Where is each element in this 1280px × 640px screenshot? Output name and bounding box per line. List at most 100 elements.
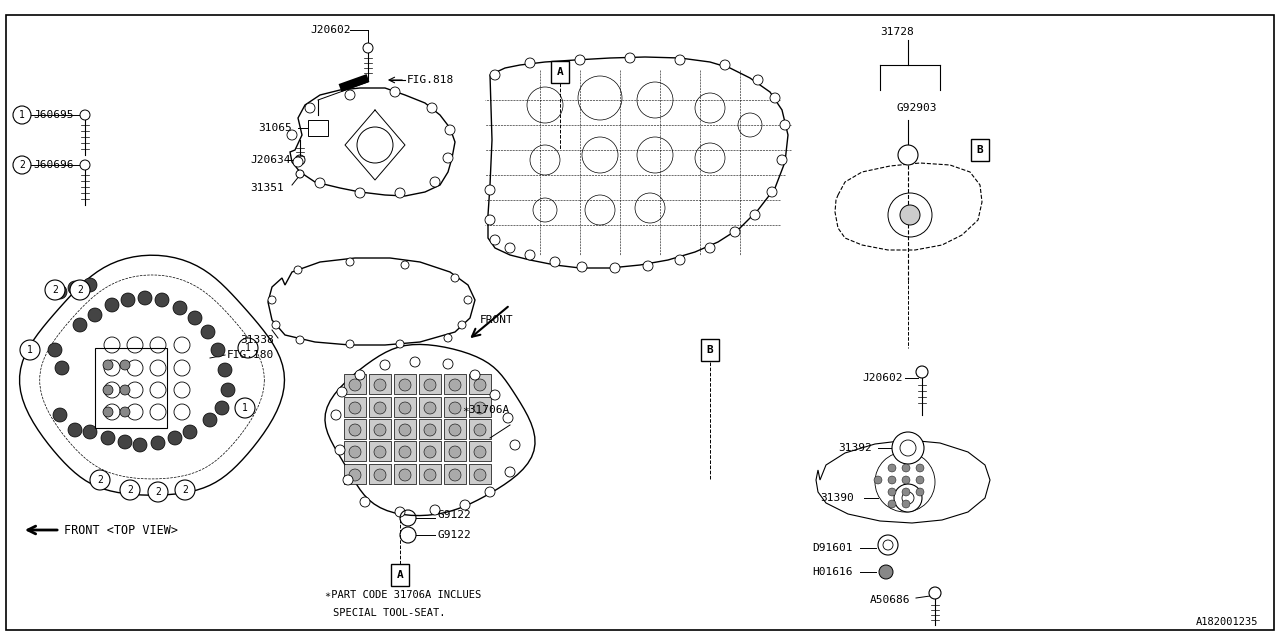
- Text: 31065: 31065: [259, 123, 292, 133]
- Bar: [444, 374, 466, 394]
- Circle shape: [183, 425, 197, 439]
- Polygon shape: [325, 344, 535, 516]
- Circle shape: [888, 500, 896, 508]
- Circle shape: [374, 379, 387, 391]
- Text: G9122: G9122: [436, 530, 471, 540]
- Circle shape: [151, 436, 165, 450]
- Bar: [344, 464, 366, 484]
- Circle shape: [424, 424, 436, 436]
- Circle shape: [449, 402, 461, 414]
- Circle shape: [268, 296, 276, 304]
- Circle shape: [13, 106, 31, 124]
- Circle shape: [168, 431, 182, 445]
- Circle shape: [899, 145, 918, 165]
- Circle shape: [120, 360, 131, 370]
- Bar: [369, 441, 390, 461]
- Circle shape: [474, 424, 486, 436]
- Text: FRONT: FRONT: [480, 315, 513, 325]
- Circle shape: [892, 432, 924, 464]
- Circle shape: [360, 497, 370, 507]
- Circle shape: [470, 370, 480, 380]
- Circle shape: [346, 258, 355, 266]
- Circle shape: [138, 291, 152, 305]
- Circle shape: [577, 262, 588, 272]
- Circle shape: [443, 359, 453, 369]
- Circle shape: [675, 55, 685, 65]
- Circle shape: [70, 280, 90, 300]
- Circle shape: [777, 155, 787, 165]
- Text: A50686: A50686: [870, 595, 910, 605]
- Circle shape: [525, 58, 535, 68]
- Circle shape: [424, 446, 436, 458]
- Polygon shape: [19, 255, 284, 495]
- Circle shape: [55, 361, 69, 375]
- Circle shape: [625, 53, 635, 63]
- Circle shape: [902, 464, 910, 472]
- Text: ∗31706A: ∗31706A: [462, 405, 509, 415]
- Circle shape: [337, 387, 347, 397]
- Circle shape: [238, 338, 259, 358]
- Bar: [419, 397, 442, 417]
- Circle shape: [643, 261, 653, 271]
- Circle shape: [916, 366, 928, 378]
- Circle shape: [451, 274, 460, 282]
- Circle shape: [332, 410, 340, 420]
- Circle shape: [399, 379, 411, 391]
- Circle shape: [118, 435, 132, 449]
- Bar: [394, 397, 416, 417]
- Text: 31390: 31390: [820, 493, 854, 503]
- Circle shape: [445, 125, 454, 135]
- Bar: [444, 464, 466, 484]
- Circle shape: [13, 156, 31, 174]
- Text: 2: 2: [155, 487, 161, 497]
- Circle shape: [396, 507, 404, 517]
- Circle shape: [396, 188, 404, 198]
- Bar: [394, 419, 416, 439]
- Circle shape: [374, 446, 387, 458]
- Circle shape: [474, 402, 486, 414]
- Circle shape: [335, 445, 346, 455]
- Circle shape: [430, 505, 440, 515]
- Text: D91601: D91601: [812, 543, 852, 553]
- Circle shape: [900, 205, 920, 225]
- Polygon shape: [835, 163, 982, 250]
- Circle shape: [148, 482, 168, 502]
- Circle shape: [204, 413, 218, 427]
- Bar: [369, 397, 390, 417]
- Circle shape: [893, 484, 922, 512]
- Circle shape: [753, 75, 763, 85]
- Circle shape: [305, 103, 315, 113]
- Circle shape: [355, 370, 365, 380]
- Circle shape: [428, 103, 436, 113]
- Circle shape: [175, 480, 195, 500]
- Bar: [394, 464, 416, 484]
- Circle shape: [52, 285, 67, 299]
- Circle shape: [902, 476, 910, 484]
- Circle shape: [273, 321, 280, 329]
- Circle shape: [293, 157, 303, 167]
- Circle shape: [374, 469, 387, 481]
- Circle shape: [916, 464, 924, 472]
- Circle shape: [474, 469, 486, 481]
- Circle shape: [218, 363, 232, 377]
- Circle shape: [343, 475, 353, 485]
- Bar: [550, 61, 570, 83]
- Circle shape: [88, 308, 102, 322]
- Circle shape: [424, 379, 436, 391]
- Text: ∗PART CODE 31706A INCLUES: ∗PART CODE 31706A INCLUES: [325, 590, 481, 600]
- Text: 31338: 31338: [241, 335, 274, 345]
- Circle shape: [780, 120, 790, 130]
- Circle shape: [750, 210, 760, 220]
- Circle shape: [52, 408, 67, 422]
- Circle shape: [916, 488, 924, 496]
- Bar: [444, 441, 466, 461]
- Circle shape: [364, 43, 372, 53]
- Polygon shape: [268, 258, 475, 345]
- Circle shape: [355, 188, 365, 198]
- Text: 31728: 31728: [881, 27, 914, 37]
- Bar: [344, 419, 366, 439]
- Circle shape: [449, 379, 461, 391]
- Circle shape: [460, 500, 470, 510]
- Circle shape: [771, 93, 780, 103]
- Circle shape: [458, 321, 466, 329]
